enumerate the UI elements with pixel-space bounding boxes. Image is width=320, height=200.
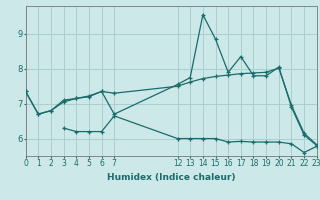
X-axis label: Humidex (Indice chaleur): Humidex (Indice chaleur) (107, 173, 236, 182)
